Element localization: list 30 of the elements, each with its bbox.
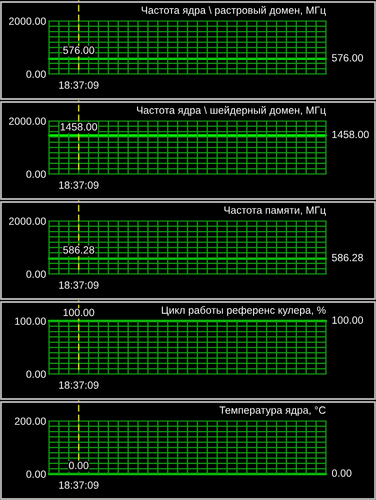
- y-tick-label: 2000.00: [9, 118, 46, 125]
- chart-title: Цикл работы референс кулера, %: [162, 306, 326, 316]
- y-tick-label: 0.00: [26, 370, 46, 378]
- data-label: 0.00: [332, 469, 352, 477]
- y-tick-label: 100.00: [15, 318, 46, 325]
- text: 18:37:09: [59, 81, 98, 89]
- text: 18:37:09: [59, 181, 98, 189]
- data-label: 1458.00: [60, 123, 98, 131]
- text: 18:37:09: [59, 481, 98, 489]
- data-label: 100.00: [332, 316, 364, 324]
- y-tick-label: 2000.00: [9, 18, 46, 25]
- data-label: 586.28: [332, 254, 363, 262]
- data-label: 100.00: [64, 308, 94, 316]
- y-tick-label: 0.00: [26, 270, 46, 278]
- text: 18:37:09: [59, 381, 98, 389]
- y-tick-label: 200.00: [14, 418, 46, 425]
- data-label: 1458.00: [332, 130, 369, 138]
- chart-title: Частота ядра \ растровый домен, МГц: [142, 6, 326, 16]
- y-tick-label: 0.00: [26, 470, 46, 478]
- chart-title: Частота ядра \ шейдерный домен, МГц: [137, 106, 326, 116]
- text: 18:37:09: [59, 281, 98, 289]
- data-label: 0.00: [68, 462, 88, 470]
- data-label: 586.28: [63, 246, 94, 254]
- chart-title: Частота памяти, МГц: [224, 206, 326, 216]
- y-tick-label: 0.00: [26, 170, 46, 178]
- data-label: 576.00: [63, 46, 94, 54]
- y-tick-label: 2000.00: [9, 218, 46, 225]
- y-tick-label: 0.00: [26, 70, 46, 78]
- chart-title: Температура ядра, °C: [219, 406, 326, 416]
- data-label: 576.00: [332, 54, 364, 62]
